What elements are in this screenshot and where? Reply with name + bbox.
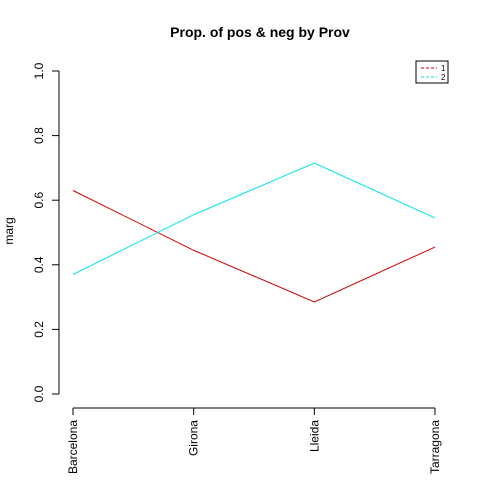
x-tick-label: Girona	[187, 420, 201, 456]
y-tick-label: 1.0	[32, 62, 46, 79]
y-tick-label: 0.0	[32, 385, 46, 402]
y-tick-label: 0.6	[32, 192, 46, 209]
x-tick-label: Lleida	[307, 420, 321, 452]
y-tick-label: 0.2	[32, 321, 46, 338]
chart-title: Prop. of pos & neg by Prov	[170, 24, 350, 40]
y-tick-label: 0.8	[32, 127, 46, 144]
series-line-2	[72, 162, 436, 275]
y-tick-label: 0.4	[32, 256, 46, 273]
x-tick-label: Barcelona	[66, 420, 80, 474]
x-tick-label: Tarragona	[428, 420, 442, 474]
series-line-1	[72, 190, 436, 303]
legend-label-1: 1	[441, 64, 446, 73]
y-axis-label: marg	[2, 217, 16, 244]
y-axis: 0.0 0.2 0.4 0.6 0.8 1.0	[32, 62, 60, 402]
x-axis: Barcelona Girona Lleida Tarragona	[66, 407, 442, 474]
series-layer	[72, 162, 436, 303]
legend-label-2: 2	[441, 73, 446, 82]
legend: 12	[415, 60, 449, 84]
